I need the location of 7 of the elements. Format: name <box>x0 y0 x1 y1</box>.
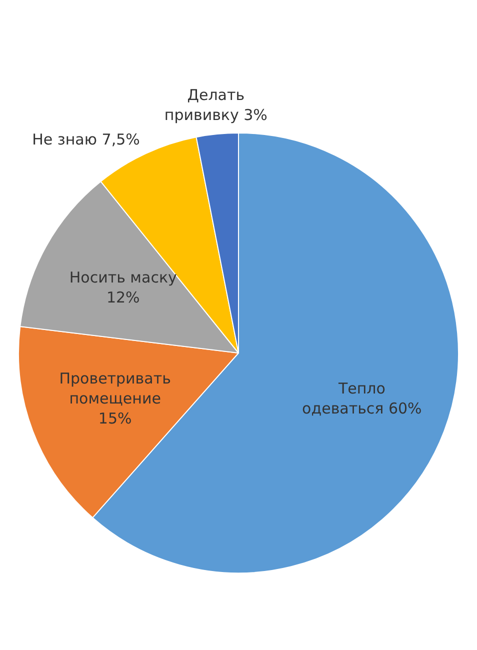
data-label: 12% <box>106 288 140 307</box>
slice-label: Тепло одеваться 60% <box>302 380 422 418</box>
slice-label: Проветривать помещение <box>59 370 171 408</box>
slice-label: Носить маску <box>69 268 177 287</box>
data-label: 15% <box>98 410 132 428</box>
slice-label: Не знаю 7,5% <box>32 130 140 149</box>
slice-label: Делать прививку 3% <box>164 86 268 124</box>
